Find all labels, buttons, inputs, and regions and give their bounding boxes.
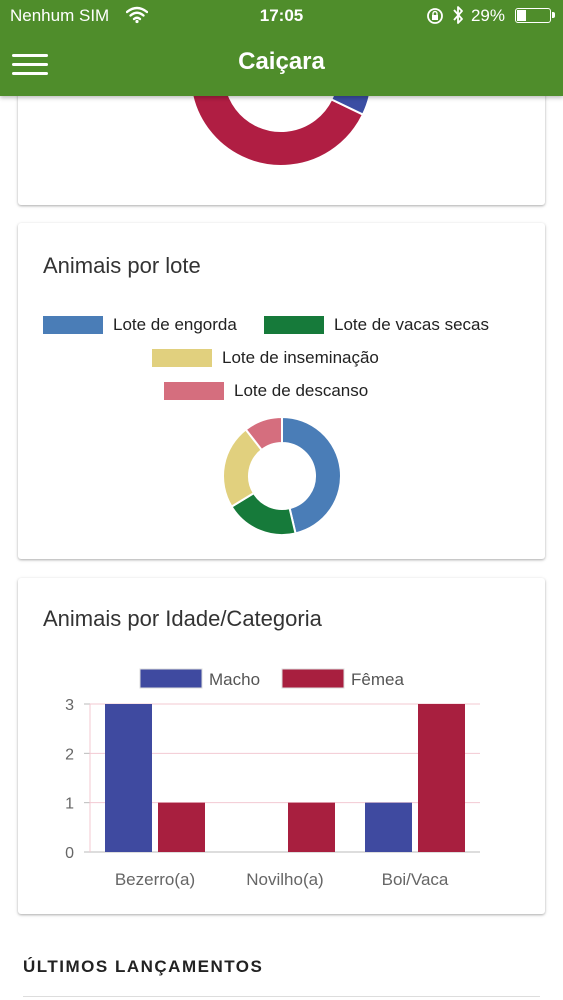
y-tick-label: 2 [65, 746, 74, 763]
legend-swatch [264, 316, 324, 334]
legend-item-engorda[interactable]: Lote de engorda [43, 315, 237, 335]
legend-item-femea[interactable]: Fêmea [281, 668, 404, 689]
bar-femea[interactable] [158, 802, 205, 852]
legend-label: Macho [209, 670, 260, 689]
app-header: Nenhum SIM 17:05 29% Caiçara [0, 0, 563, 96]
bar-femea[interactable] [288, 802, 335, 852]
y-tick-label: 1 [65, 796, 74, 813]
lote-donut-chart [222, 415, 342, 536]
card-title: Animais por lote [43, 253, 201, 278]
y-tick-label: 0 [65, 845, 74, 862]
battery-icon [515, 8, 555, 23]
legend-swatch [43, 316, 103, 334]
bar-femea[interactable] [418, 704, 465, 852]
orientation-lock-icon [426, 7, 444, 30]
hamburger-menu-icon [12, 63, 48, 66]
legend-item-inseminacao[interactable]: Lote de inseminação [152, 348, 379, 368]
legend-label: Lote de descanso [234, 381, 369, 400]
y-tick-label: 3 [65, 697, 74, 714]
bar-macho[interactable] [105, 704, 152, 852]
x-tick-label: Bezerro(a) [115, 870, 195, 889]
section-heading: ÚLTIMOS LANÇAMENTOS [23, 957, 264, 976]
lote-donut-slice[interactable] [244, 415, 283, 452]
legend-item-descanso[interactable]: Lote de descanso [164, 381, 368, 401]
status-time: 17:05 [259, 6, 304, 25]
hamburger-menu-icon [12, 72, 48, 75]
bluetooth-icon [452, 5, 464, 30]
menu-button[interactable] [12, 50, 50, 78]
card-title: Animais por Idade/Categoria [43, 606, 322, 631]
legend-swatch [139, 668, 203, 689]
x-tick-label: Boi/Vaca [382, 870, 449, 889]
chart-card-animais-por-idade: Animais por Idade/Categoria Macho Fêmea 0 1… [18, 578, 545, 914]
legend-item-macho[interactable]: Macho [139, 668, 260, 689]
page-title: Caiçara [238, 48, 325, 75]
divider [23, 996, 540, 997]
top-donut-slice[interactable] [189, 60, 365, 167]
legend-label: Lote de engorda [113, 315, 237, 334]
lote-donut-slice[interactable] [281, 415, 342, 535]
legend-label: Lote de inseminação [222, 348, 379, 367]
bar-chart: Macho Fêmea 0 1 2 3 Bezerro(a) Novilho(a) Boi/Va… [65, 668, 480, 889]
x-tick-label: Novilho(a) [246, 870, 323, 889]
legend-item-vacas-secas[interactable]: Lote de vacas secas [264, 315, 489, 335]
bar-macho[interactable] [365, 802, 412, 852]
legend-label: Lote de vacas secas [334, 315, 489, 334]
legend-swatch [152, 349, 212, 367]
legend-label: Fêmea [351, 670, 404, 689]
legend-swatch [281, 668, 345, 689]
battery-level [517, 10, 526, 21]
battery-percentage: 29% [470, 6, 505, 25]
wifi-icon [125, 6, 149, 29]
carrier-label: Nenhum SIM [10, 6, 110, 25]
hamburger-menu-icon [12, 54, 48, 57]
chart-card-animais-por-lote: Animais por lote Lote de engorda Lote de… [18, 223, 545, 559]
legend-swatch [164, 382, 224, 400]
